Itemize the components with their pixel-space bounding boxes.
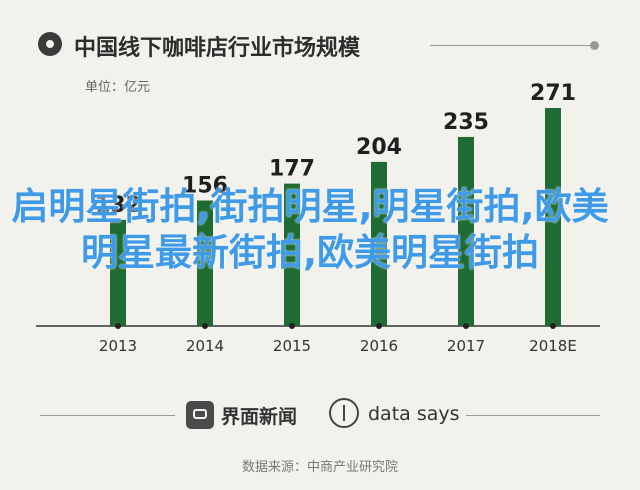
title-rule-dot-icon <box>590 41 599 50</box>
bar-2016 <box>371 161 387 326</box>
tick-dot-2015 <box>289 323 295 329</box>
bar-2017 <box>458 136 474 326</box>
x-tick-label-2016: 2016 <box>360 337 398 355</box>
datasays-logo-icon <box>329 398 359 428</box>
x-tick-label-2013: 2013 <box>99 337 137 355</box>
brand-jiemian: 界面新闻 <box>221 406 298 428</box>
x-tick-label-2014: 2014 <box>186 337 224 355</box>
jiemian-logo-icon <box>186 401 214 429</box>
bar-2013 <box>110 219 126 326</box>
data-label-2018E: 271 <box>530 81 576 106</box>
bar-2015 <box>284 183 300 326</box>
chart-header: 中国线下咖啡店行业市场规模 <box>38 28 600 62</box>
data-label-2014: 156 <box>182 174 228 199</box>
footer-rule-left <box>40 415 175 416</box>
bar-2018E <box>545 108 561 326</box>
data-label-2013: 132 <box>95 193 141 218</box>
footer-rule-right <box>466 415 600 416</box>
tick-dot-2016 <box>376 323 382 329</box>
chart-title: 中国线下咖啡店行业市场规模 <box>74 36 361 61</box>
tick-dot-2017 <box>463 323 469 329</box>
x-tick-label-2017: 2017 <box>447 337 485 355</box>
data-source: 数据来源：中商产业研究院 <box>241 460 398 475</box>
data-label-2015: 177 <box>269 157 315 182</box>
x-tick-label-2015: 2015 <box>273 337 311 355</box>
x-tick-label-2018E: 2018E <box>529 337 577 355</box>
bar-2014 <box>197 200 213 326</box>
tick-dot-2013 <box>115 323 121 329</box>
overlay-watermark-text: 启明星街拍,街拍明星,明星街拍,欧美明星最新街拍,欧美明星街拍 <box>11 185 609 274</box>
brand-datasays: data says <box>368 403 460 425</box>
tick-dot-2014 <box>202 323 208 329</box>
data-label-2017: 235 <box>443 110 489 135</box>
data-label-2016: 204 <box>356 135 402 160</box>
tick-dot-2018E <box>550 323 556 329</box>
unit-label: 单位：亿元 <box>85 80 151 95</box>
bullet-dot-icon <box>38 32 62 56</box>
title-rule <box>430 45 592 46</box>
